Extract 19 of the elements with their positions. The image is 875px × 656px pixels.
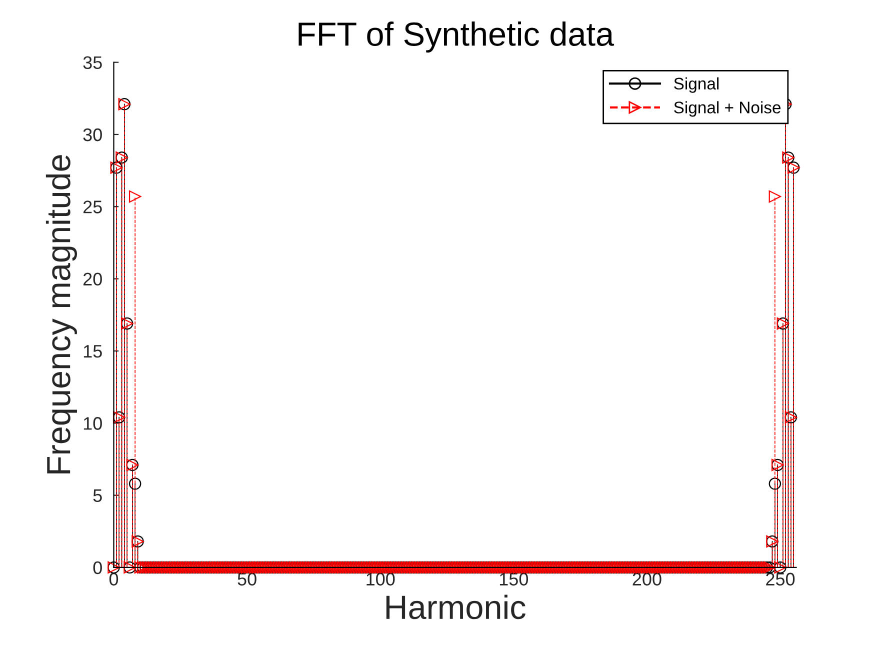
y-tick-label: 35	[83, 56, 102, 70]
x-axis-title: Harmonic	[386, 594, 526, 620]
x-tick-label: 150	[500, 572, 528, 586]
y-tick-label: 25	[83, 200, 102, 214]
x-tick-label: 0	[109, 572, 118, 586]
y-tick-label: 20	[83, 272, 102, 286]
y-tick-label: 15	[84, 345, 102, 358]
y-tick-label: 10	[84, 417, 102, 430]
legend-label: Signal	[674, 77, 719, 93]
y-tick-label: 5	[93, 489, 102, 502]
legend-label: Signal + Noise	[674, 101, 781, 117]
y-axis-title: Frequency magnitude	[46, 155, 77, 474]
y-tick-label: 30	[83, 128, 102, 142]
x-tick-label: 50	[238, 572, 256, 586]
y-tick-label: 0	[93, 561, 102, 574]
x-tick-label: 200	[632, 572, 662, 586]
chart-title: FFT of Synthetic data	[298, 21, 614, 53]
x-tick-label: 100	[366, 572, 395, 586]
x-tick-label: 250	[766, 572, 795, 586]
